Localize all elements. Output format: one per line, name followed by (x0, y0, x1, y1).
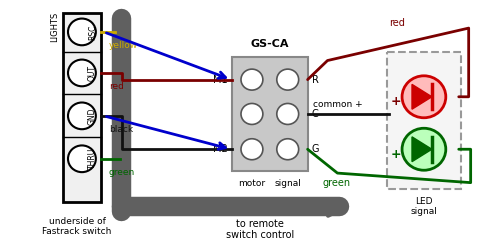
FancyBboxPatch shape (387, 52, 461, 189)
Polygon shape (412, 84, 432, 109)
Text: to remote
switch control: to remote switch control (226, 219, 294, 241)
Circle shape (68, 19, 96, 45)
Text: common +: common + (312, 100, 362, 109)
Text: red: red (109, 83, 124, 91)
Text: M2: M2 (213, 144, 228, 154)
Text: RSC: RSC (88, 24, 97, 40)
Text: signal: signal (274, 179, 301, 188)
Text: M1: M1 (214, 75, 228, 85)
Text: yellow: yellow (109, 41, 138, 50)
Text: red: red (389, 18, 405, 28)
Text: green: green (109, 168, 135, 177)
Circle shape (241, 103, 263, 124)
Text: +: + (391, 147, 401, 160)
Text: LED
signal: LED signal (410, 197, 437, 216)
Circle shape (277, 139, 299, 160)
Circle shape (68, 102, 96, 129)
Polygon shape (412, 137, 432, 162)
Circle shape (68, 60, 96, 86)
Text: GND: GND (88, 107, 97, 125)
Text: GS-CA: GS-CA (251, 39, 289, 49)
Circle shape (277, 69, 299, 90)
Circle shape (241, 139, 263, 160)
Text: R: R (312, 75, 318, 85)
Text: motor: motor (239, 179, 265, 188)
Text: +: + (391, 95, 401, 108)
Text: OUT: OUT (88, 65, 97, 81)
Circle shape (68, 146, 96, 172)
Circle shape (402, 128, 446, 170)
Text: THRU: THRU (88, 148, 97, 169)
Text: G: G (312, 144, 319, 154)
Text: black: black (109, 125, 133, 135)
Text: LIGHTS: LIGHTS (50, 12, 60, 42)
Text: underside of
Fastrack switch: underside of Fastrack switch (42, 217, 112, 236)
Circle shape (241, 69, 263, 90)
FancyBboxPatch shape (232, 57, 308, 171)
Text: green: green (323, 178, 351, 188)
FancyBboxPatch shape (63, 13, 101, 202)
Circle shape (402, 76, 446, 118)
Text: C: C (312, 109, 318, 119)
Circle shape (277, 103, 299, 124)
